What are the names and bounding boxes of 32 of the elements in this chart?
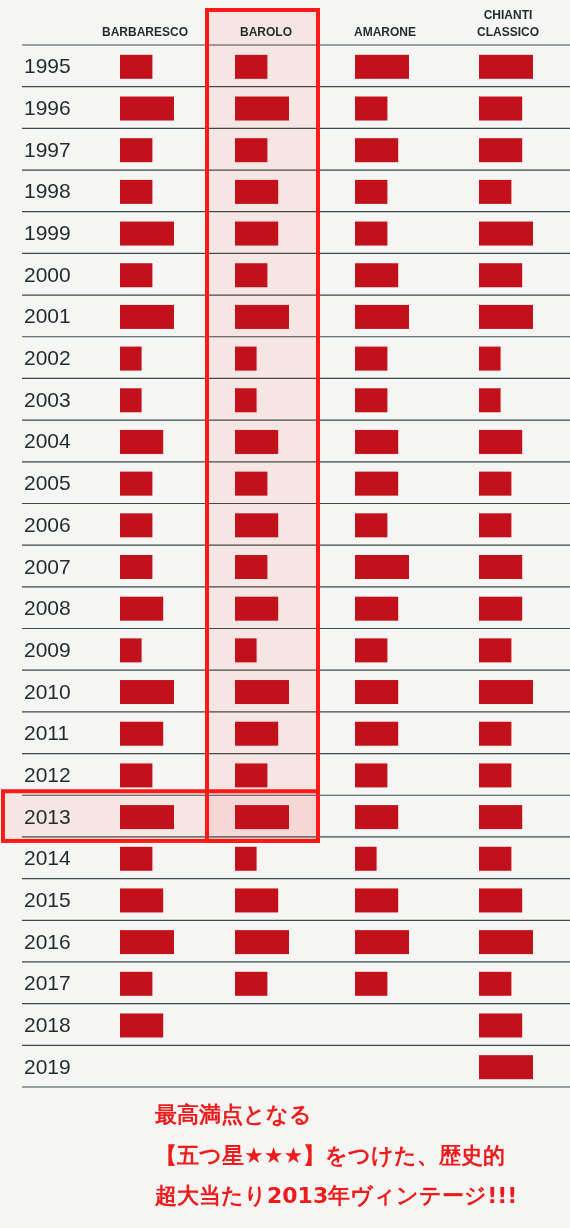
y-tick-label: 2008	[24, 596, 71, 620]
y-tick-label: 1995	[24, 54, 71, 78]
y-tick-label: 2012	[24, 762, 71, 786]
y-tick-label: 1997	[24, 137, 71, 161]
y-tick-label: 2004	[24, 429, 72, 453]
y-tick-label: 2006	[24, 512, 71, 536]
y-tick-label: 2014	[24, 846, 72, 870]
y-tick-label: 2000	[24, 262, 71, 286]
chart-title: BAROLO	[240, 25, 292, 39]
y-tick-label: 2018	[24, 1012, 71, 1036]
chart-title: AMARONE	[354, 25, 416, 39]
y-tick-label: 2015	[24, 887, 71, 911]
y-tick-label: 2013	[24, 804, 71, 828]
y-tick-label: 2017	[24, 971, 71, 995]
y-tick-label: 2009	[24, 637, 71, 661]
text: 最高満点となる	[154, 1102, 312, 1127]
y-tick-label: 2007	[24, 554, 71, 578]
y-tick-label: 1996	[24, 96, 71, 120]
y-tick-label: 2001	[24, 304, 71, 328]
y-tick-label: 2010	[24, 679, 71, 703]
y-tick-label: 2005	[24, 471, 71, 495]
chart-title: CHIANTI CLASSICO	[476, 8, 540, 39]
text: 【五つ星★★★】をつけた、歴史的	[155, 1142, 506, 1168]
y-tick-label: 2003	[24, 387, 71, 411]
chart-title: BARBARESCO	[101, 25, 189, 39]
y-tick-label: 2019	[24, 1054, 71, 1078]
text: 超大当たり2013年ヴィンテージ!!!	[154, 1183, 518, 1208]
y-tick-label: 2011	[24, 721, 70, 745]
y-tick-label: 2002	[24, 346, 71, 370]
y-tick-label: 1999	[24, 221, 71, 245]
y-tick-label: 1998	[24, 179, 71, 203]
y-tick-label: 2016	[24, 929, 71, 953]
